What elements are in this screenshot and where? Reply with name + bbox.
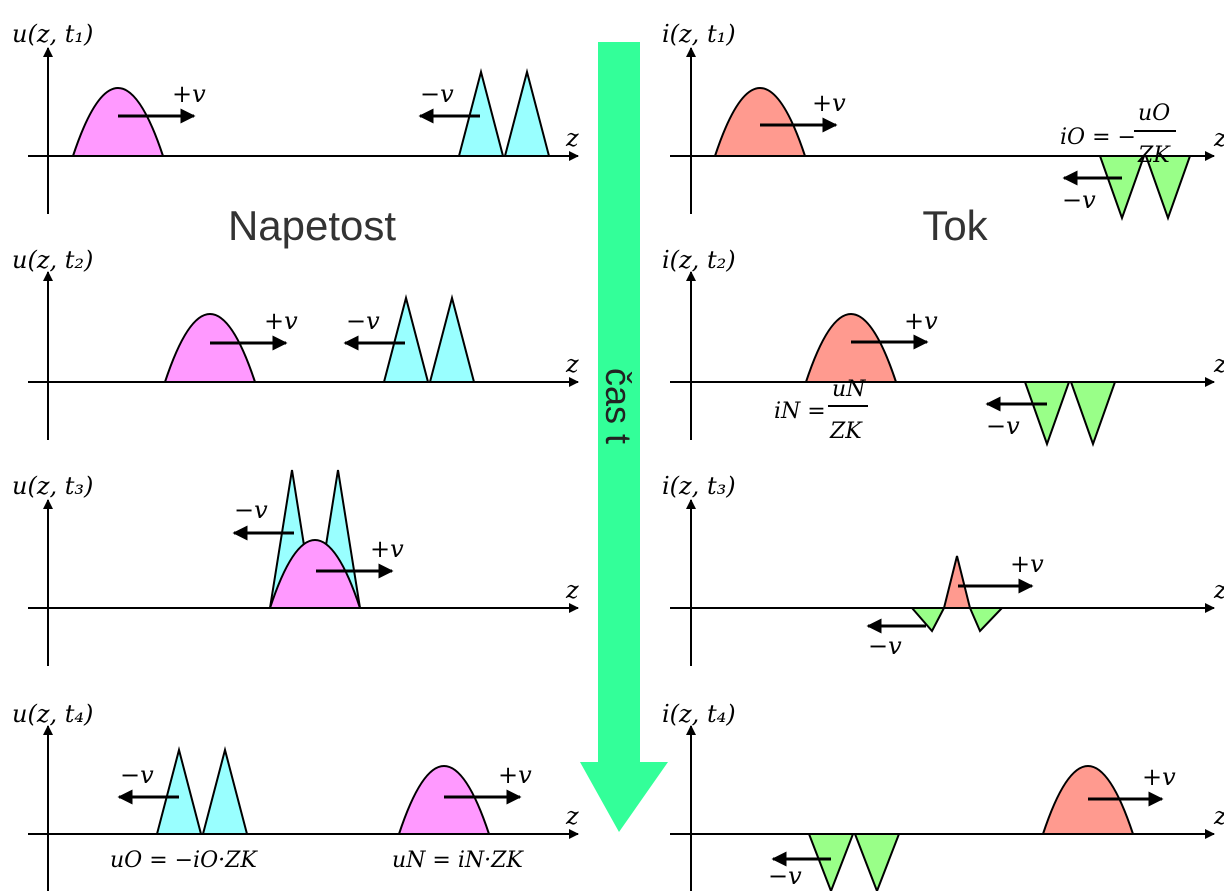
y-axis-label: u(z, t₂): [12, 246, 93, 274]
equation-numerator: uO: [1138, 101, 1170, 126]
voltage-title: Napetost: [228, 202, 396, 249]
backward-pulse: [201, 746, 249, 835]
y-axis-label: i(z, t₄): [662, 700, 736, 728]
y-axis-label: i(z, t₃): [662, 472, 736, 500]
velocity-label: +v: [498, 761, 532, 789]
reflected-voltage-equation: uO = −iO·ZK: [110, 848, 258, 873]
forward-voltage-equation: uN = iN·ZK: [392, 848, 524, 873]
velocity-label: +v: [370, 535, 404, 563]
velocity-label: −v: [234, 496, 268, 524]
y-axis-label: u(z, t₃): [12, 472, 93, 500]
voltage-panel-t1: u(z, t₁) z +v −v: [12, 20, 579, 214]
backward-pulse: [909, 607, 946, 633]
backward-pulse: [155, 746, 203, 835]
forward-pulse: [163, 313, 257, 383]
voltage-panel-t2: u(z, t₂) z +v −v: [12, 246, 579, 440]
forward-current-equation: iN = uN ZK: [774, 377, 868, 444]
velocity-label: +v: [1142, 763, 1176, 791]
equation-denominator: ZK: [1137, 143, 1171, 168]
current-panel-t4: i(z, t₄) z +v −v: [662, 700, 1224, 891]
z-axis-label: z: [565, 802, 579, 830]
voltage-panel-t4: u(z, t₄) z −v +v uO = −iO·ZK uN = iN·ZK: [12, 700, 579, 891]
velocity-label: −v: [420, 80, 454, 108]
velocity-label: +v: [904, 307, 938, 335]
z-axis-label: z: [1213, 576, 1224, 604]
velocity-label: −v: [346, 307, 380, 335]
z-axis-label: z: [1213, 124, 1224, 152]
backward-pulse: [1023, 381, 1071, 447]
y-axis-label: u(z, t₁): [12, 20, 93, 48]
backward-pulse: [1098, 155, 1146, 221]
equation-denominator: ZK: [829, 419, 863, 444]
forward-pulse: [397, 765, 491, 835]
forward-pulse: [804, 313, 898, 383]
backward-pulse: [968, 607, 1005, 633]
time-arrow: čas t: [580, 42, 668, 832]
forward-pulse: [71, 87, 165, 157]
forward-pulse: [268, 539, 362, 609]
equation-lhs: iN =: [774, 399, 826, 424]
y-axis-label: i(z, t₂): [662, 246, 736, 274]
backward-pulse: [807, 833, 855, 891]
equation-lhs: iO = −: [1060, 125, 1136, 150]
voltage-panel-t3: u(z, t₃) z −v +v: [12, 469, 579, 666]
time-arrow-label: čas t: [598, 368, 639, 444]
z-axis-label: z: [565, 124, 579, 152]
velocity-label: +v: [1010, 550, 1044, 578]
velocity-label: −v: [868, 632, 902, 660]
backward-pulse: [1144, 155, 1192, 221]
current-title: Tok: [922, 202, 988, 249]
backward-pulse: [1069, 381, 1117, 447]
velocity-label: +v: [812, 89, 846, 117]
time-arrow-shape: [580, 42, 668, 832]
backward-pulse: [428, 294, 476, 383]
velocity-label: +v: [264, 307, 298, 335]
forward-pulse: [713, 87, 807, 157]
velocity-label: −v: [986, 412, 1020, 440]
velocity-label: −v: [1062, 186, 1096, 214]
current-panel-t2: i(z, t₂) z +v −v iN = uN ZK: [662, 246, 1224, 447]
current-panel-t1: i(z, t₁) z +v −v iO = − uO ZK: [662, 20, 1224, 221]
backward-pulse: [853, 833, 901, 891]
z-axis-label: z: [565, 350, 579, 378]
velocity-label: −v: [768, 862, 802, 890]
velocity-label: +v: [172, 80, 206, 108]
z-axis-label: z: [1213, 802, 1224, 830]
y-axis-label: u(z, t₄): [12, 700, 93, 728]
current-panel-t3: i(z, t₃) z +v −v: [662, 472, 1224, 666]
backward-pulse: [503, 68, 551, 157]
y-axis-label: i(z, t₁): [662, 20, 736, 48]
reflected-current-equation: iO = − uO ZK: [1060, 101, 1176, 168]
equation-numerator: uN: [832, 377, 866, 402]
backward-pulse: [457, 68, 505, 157]
velocity-label: −v: [120, 761, 154, 789]
net-current-pulse: [942, 555, 972, 609]
backward-pulse: [382, 294, 430, 383]
z-axis-label: z: [565, 576, 579, 604]
z-axis-label: z: [1213, 350, 1224, 378]
